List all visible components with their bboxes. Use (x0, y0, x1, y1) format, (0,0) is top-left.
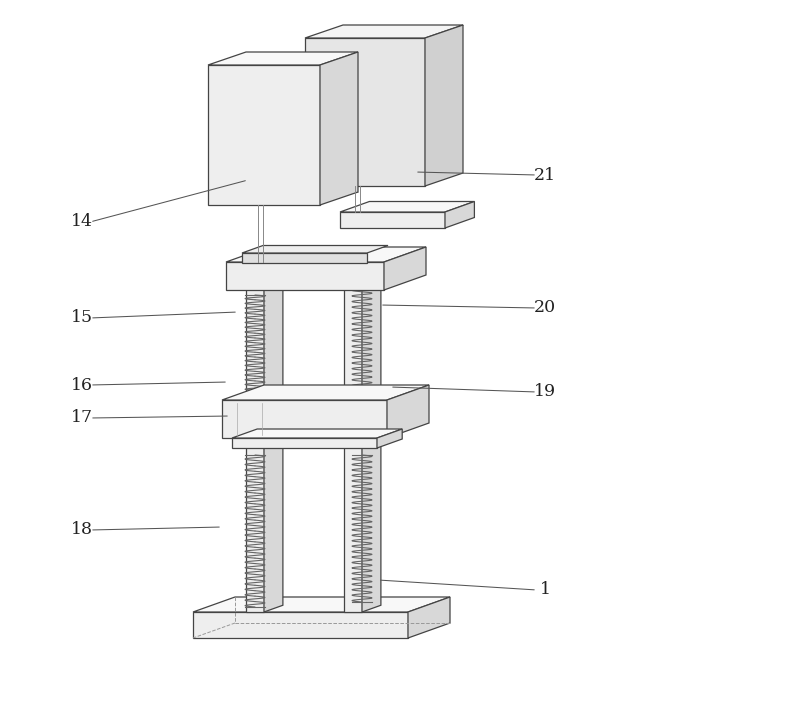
Text: 21: 21 (534, 167, 556, 184)
Polygon shape (222, 400, 387, 438)
Polygon shape (232, 438, 377, 448)
Polygon shape (445, 202, 474, 228)
Polygon shape (226, 262, 384, 290)
Polygon shape (408, 597, 450, 638)
Polygon shape (193, 597, 450, 612)
Text: 17: 17 (71, 410, 93, 427)
Polygon shape (193, 612, 408, 638)
Text: 15: 15 (71, 310, 93, 327)
Polygon shape (242, 253, 367, 263)
Polygon shape (242, 245, 388, 253)
Polygon shape (305, 38, 425, 186)
Text: 18: 18 (71, 521, 93, 538)
Polygon shape (305, 25, 463, 38)
Text: 20: 20 (534, 300, 556, 317)
Polygon shape (222, 385, 429, 400)
Polygon shape (246, 260, 264, 612)
Polygon shape (232, 429, 402, 438)
Polygon shape (344, 260, 362, 612)
Text: 14: 14 (71, 214, 93, 230)
Polygon shape (226, 247, 426, 262)
Polygon shape (362, 253, 381, 612)
Polygon shape (425, 25, 463, 186)
Text: 19: 19 (534, 383, 556, 400)
Polygon shape (320, 52, 358, 205)
Polygon shape (377, 429, 402, 448)
Text: 16: 16 (71, 377, 93, 393)
Polygon shape (208, 65, 320, 205)
Polygon shape (208, 52, 358, 65)
Polygon shape (264, 253, 283, 612)
Polygon shape (387, 385, 429, 438)
Polygon shape (340, 212, 445, 228)
Text: 1: 1 (539, 581, 550, 598)
Polygon shape (384, 247, 426, 290)
Polygon shape (340, 202, 474, 212)
